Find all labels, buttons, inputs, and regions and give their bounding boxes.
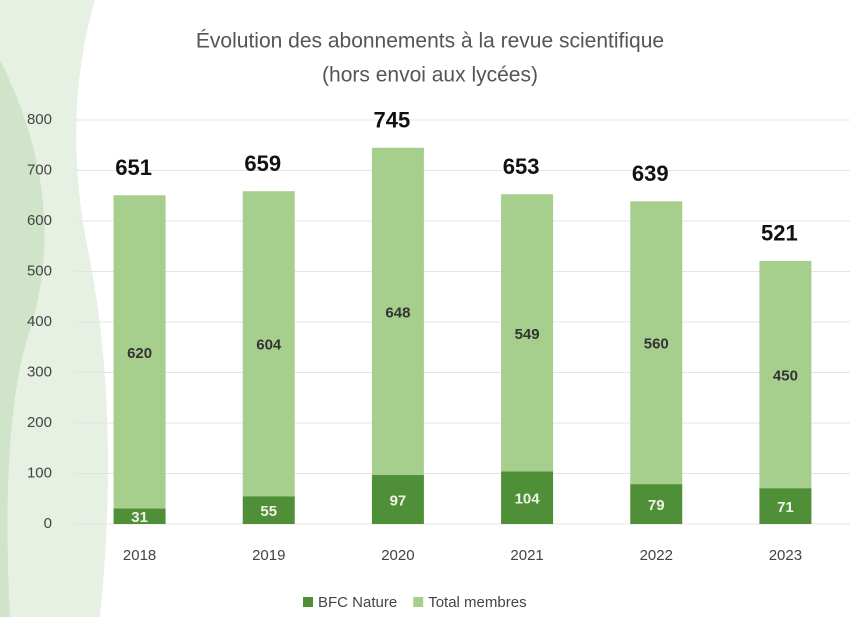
total-label: 653 xyxy=(503,154,540,179)
chart-title: Évolution des abonnements à la revue sci… xyxy=(196,30,664,53)
x-tick-label: 2023 xyxy=(769,547,802,564)
chart: Évolution des abonnements à la revue sci… xyxy=(0,0,859,617)
legend-label: BFC Nature xyxy=(318,594,397,611)
total-label: 659 xyxy=(244,151,281,176)
total-label: 745 xyxy=(374,108,411,133)
y-tick-label: 300 xyxy=(27,363,52,380)
x-tick-label: 2018 xyxy=(123,547,156,564)
chart-subtitle: (hors envoi aux lycées) xyxy=(322,64,538,87)
total-label: 521 xyxy=(761,221,798,246)
x-tick-label: 2022 xyxy=(640,547,673,564)
total-label: 639 xyxy=(632,161,669,186)
segment-label: 604 xyxy=(256,337,282,354)
y-tick-label: 0 xyxy=(44,515,52,532)
segment-label: 97 xyxy=(390,492,407,509)
legend-swatch xyxy=(413,597,423,607)
segment-label: 560 xyxy=(644,336,669,353)
y-tick-label: 100 xyxy=(27,464,52,481)
segment-label: 104 xyxy=(515,491,541,508)
segment-label: 71 xyxy=(777,499,794,516)
segment-label: 450 xyxy=(773,367,798,384)
segment-label: 31 xyxy=(131,509,148,526)
total-label: 651 xyxy=(115,155,152,180)
y-tick-label: 200 xyxy=(27,414,52,431)
y-tick-label: 600 xyxy=(27,212,52,229)
segment-label: 55 xyxy=(260,503,277,520)
segment-label: 620 xyxy=(127,345,152,362)
segment-label: 549 xyxy=(515,326,540,343)
y-tick-label: 700 xyxy=(27,161,52,178)
segment-label: 79 xyxy=(648,497,665,514)
legend-swatch xyxy=(303,597,313,607)
y-tick-label: 500 xyxy=(27,262,52,279)
x-tick-label: 2019 xyxy=(252,547,285,564)
y-tick-label: 800 xyxy=(27,111,52,128)
segment-label: 648 xyxy=(385,304,410,321)
legend-label: Total membres xyxy=(428,594,526,611)
y-tick-label: 400 xyxy=(27,313,52,330)
x-tick-label: 2020 xyxy=(381,547,414,564)
x-tick-label: 2021 xyxy=(510,547,543,564)
